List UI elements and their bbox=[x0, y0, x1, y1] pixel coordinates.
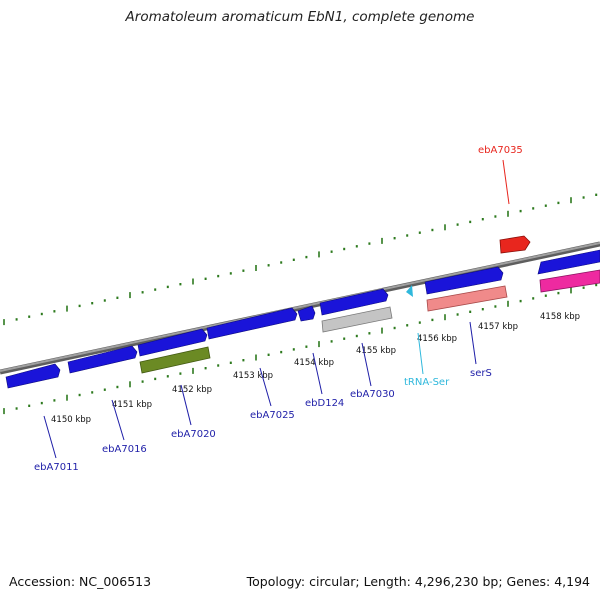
scale-label: 4156 kbp bbox=[417, 334, 457, 344]
gene-label[interactable]: ebA7016 bbox=[102, 444, 147, 455]
leader-line bbox=[259, 367, 272, 407]
cds-ebD124[interactable] bbox=[297, 305, 316, 322]
backbone-highlight bbox=[0, 242, 600, 372]
scale-label: 4152 kbp bbox=[172, 385, 212, 395]
genome-info-text: Topology: circular; Length: 4,296,230 bp… bbox=[246, 574, 590, 589]
leader-line bbox=[502, 159, 510, 205]
gene-ebA7020[interactable] bbox=[139, 346, 211, 374]
cds-right-edge[interactable] bbox=[537, 249, 600, 275]
cds-ebA7011[interactable] bbox=[5, 363, 61, 389]
trna-ser-arrow[interactable] bbox=[406, 285, 413, 297]
leader-line bbox=[469, 321, 477, 365]
cds-ebA7030[interactable] bbox=[319, 288, 389, 316]
cds-ebA7035[interactable] bbox=[499, 235, 531, 254]
upper-tick-row bbox=[3, 193, 598, 326]
scale-label: 4158 kbp bbox=[540, 312, 580, 322]
gene-label[interactable]: ebA7035 bbox=[478, 145, 523, 156]
gene-label[interactable]: ebA7030 bbox=[350, 389, 395, 400]
leader-line bbox=[361, 342, 372, 387]
genome-backbone bbox=[0, 241, 600, 375]
leader-line bbox=[417, 332, 424, 375]
gene-label[interactable]: ebA7025 bbox=[250, 410, 295, 421]
scale-label: 4154 kbp bbox=[294, 358, 334, 368]
scale-label: 4153 kbp bbox=[233, 371, 273, 381]
gene-label[interactable]: serS bbox=[470, 368, 492, 379]
gene-serS[interactable] bbox=[426, 285, 508, 312]
gene-label[interactable]: ebD124 bbox=[305, 398, 344, 409]
scale-labels: 4150 kbp 4151 kbp 4152 kbp 4153 kbp 4154 kbp… bbox=[51, 312, 580, 425]
leader-line bbox=[312, 352, 323, 395]
lower-tick-row bbox=[3, 283, 598, 415]
map-title: Aromatoleum aromaticum EbN1, complete ge… bbox=[125, 9, 475, 25]
scale-label: 4157 kbp bbox=[478, 322, 518, 332]
accession-text: Accession: NC_006513 bbox=[9, 574, 152, 589]
gene-labels: ebA7011 ebA7016 ebA7020 ebA7025 ebD124 ebA703… bbox=[34, 145, 523, 473]
scale-label: 4151 kbp bbox=[112, 400, 152, 410]
scale-label: 4150 kbp bbox=[51, 415, 91, 425]
feature-track bbox=[5, 235, 600, 389]
gene-right-edge[interactable] bbox=[539, 269, 600, 293]
leader-lines bbox=[43, 159, 510, 459]
gene-label[interactable]: ebA7020 bbox=[171, 429, 216, 440]
cds-ebA7016[interactable] bbox=[67, 345, 138, 374]
leader-line bbox=[111, 399, 125, 441]
cds-ebA7025[interactable] bbox=[206, 307, 298, 340]
cds-ebA7020[interactable] bbox=[137, 328, 208, 357]
gene-label[interactable]: tRNA-Ser bbox=[404, 377, 450, 388]
scale-label: 4155 kbp bbox=[356, 346, 396, 356]
cds-serS[interactable] bbox=[424, 266, 504, 295]
gene-label[interactable]: ebA7011 bbox=[34, 462, 79, 473]
leader-line bbox=[43, 415, 57, 459]
gene-ebA7030[interactable] bbox=[321, 306, 393, 333]
leader-line bbox=[180, 384, 192, 426]
